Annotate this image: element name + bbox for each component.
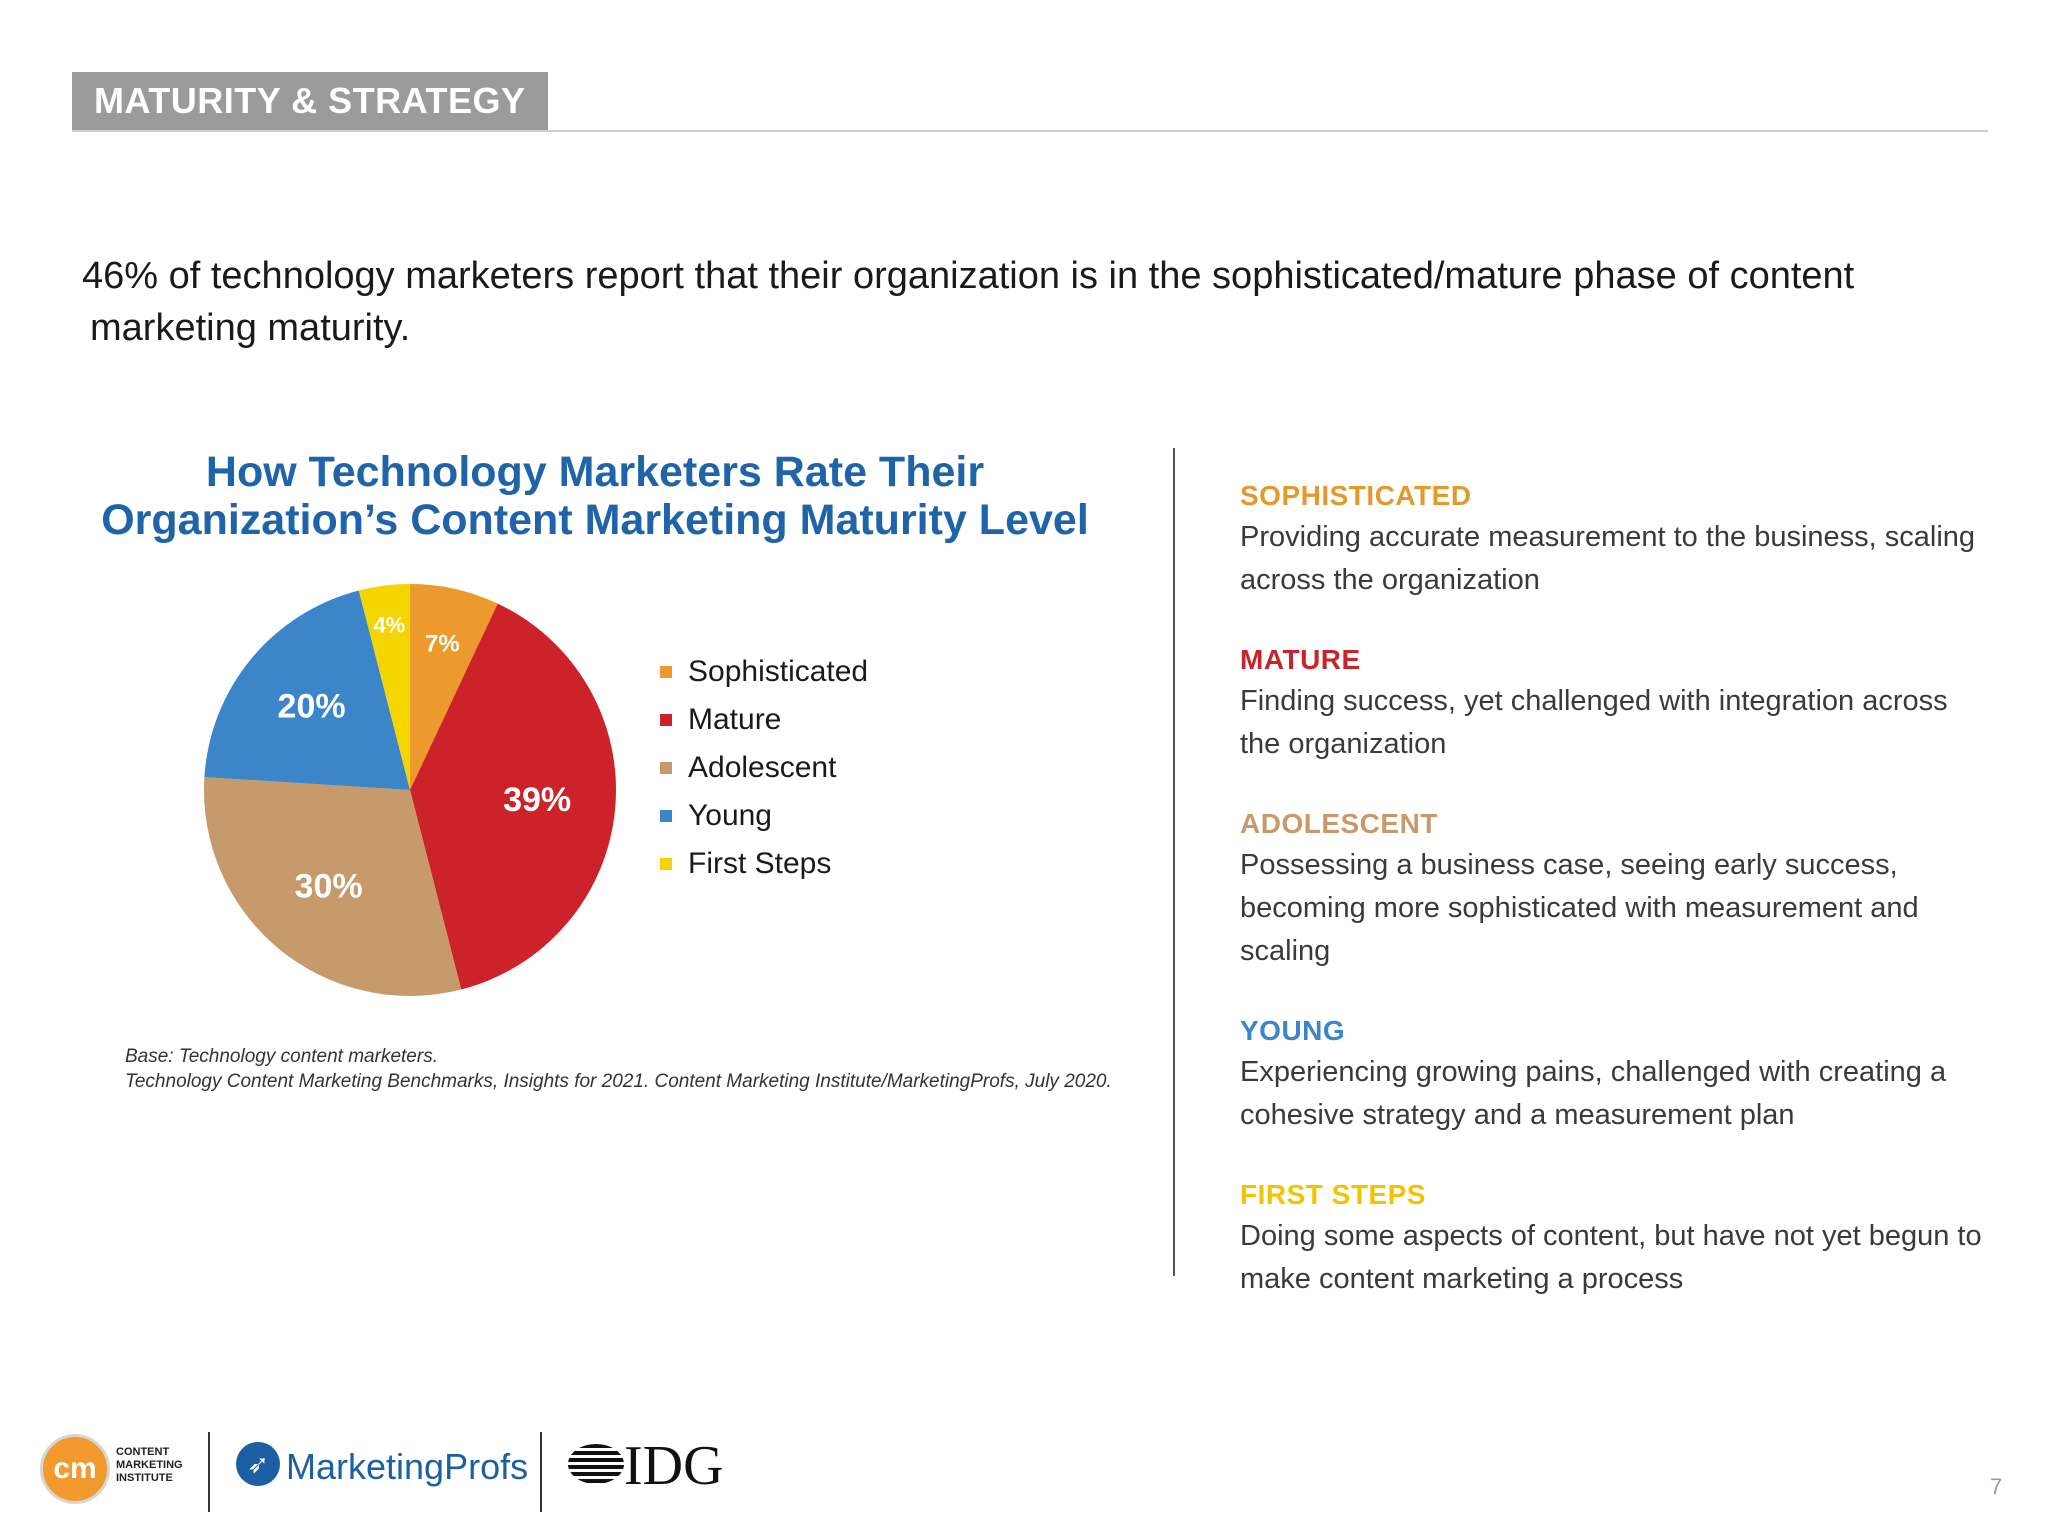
- definition-desc-line: make content marketing a process: [1240, 1263, 1684, 1295]
- definition-adolescent: ADOLESCENT Possessing a business case, s…: [1240, 804, 2000, 973]
- definition-desc-line: across the organization: [1240, 564, 1540, 596]
- definition-desc: Doing some aspects of content, but have …: [1240, 1215, 2000, 1301]
- striped-globe-icon: [568, 1444, 624, 1484]
- definition-desc-line: scaling: [1240, 935, 1331, 967]
- pie-slice-adolescent: [204, 777, 462, 996]
- section-label: MATURITY & STRATEGY: [72, 72, 548, 130]
- definition-first-steps: FIRST STEPS Doing some aspects of conten…: [1240, 1175, 2000, 1301]
- definition-desc-line: Providing accurate measurement to the bu…: [1240, 521, 1976, 553]
- definition-desc: Providing accurate measurement to the bu…: [1240, 516, 2000, 602]
- target-arrow-icon: ➶: [236, 1442, 280, 1486]
- cmi-logo: cm CONTENT MARKETING INSTITUTE: [40, 1430, 200, 1510]
- cmi-mark: cm: [40, 1434, 110, 1504]
- legend-label-mature: Mature: [688, 703, 782, 736]
- definition-young: YOUNG Experiencing growing pains, challe…: [1240, 1011, 2000, 1137]
- headline-line-2: marketing maturity.: [90, 307, 411, 349]
- definition-term: ADOLESCENT: [1240, 808, 1438, 839]
- definition-term: FIRST STEPS: [1240, 1179, 1426, 1210]
- legend-label-young: Young: [688, 799, 772, 832]
- definition-desc-line: Doing some aspects of content, but have …: [1240, 1220, 1982, 1252]
- idg-wordmark: IDG: [624, 1435, 724, 1497]
- idg-logo: IDG: [568, 1430, 758, 1510]
- marketingprofs-wordmark: MarketingProfs: [286, 1446, 529, 1487]
- definition-desc: Finding success, yet challenged with int…: [1240, 680, 2000, 766]
- definition-desc: Possessing a business case, seeing early…: [1240, 844, 2000, 973]
- definition-desc-line: Possessing a business case, seeing early…: [1240, 849, 1898, 881]
- legend-swatch-first-steps: [660, 858, 672, 870]
- legend-label-sophisticated: Sophisticated: [688, 655, 869, 688]
- pie-slice-first-steps: [358, 584, 410, 790]
- page-number: 7: [1990, 1474, 2003, 1499]
- definition-term: YOUNG: [1240, 1015, 1346, 1046]
- pie-slice-sophisticated: [410, 584, 498, 790]
- chart-title-line-1: How Technology Marketers Rate Their: [205, 448, 985, 496]
- legend-swatch-adolescent: [660, 762, 672, 774]
- definition-desc-line: cohesive strategy and a measurement plan: [1240, 1099, 1795, 1131]
- maturity-definitions: SOPHISTICATED Providing accurate measure…: [1240, 476, 2000, 1339]
- chart-title: How Technology Marketers Rate Their Orga…: [80, 448, 1110, 544]
- definition-desc-line: Finding success, yet challenged with int…: [1240, 685, 1948, 717]
- vertical-divider: [1173, 448, 1175, 1276]
- legend-item-adolescent: Adolescent: [660, 744, 868, 792]
- definition-desc: Experiencing growing pains, challenged w…: [1240, 1051, 2000, 1137]
- legend-label-first-steps: First Steps: [688, 847, 832, 880]
- pie-label-first-steps: 4%: [373, 612, 405, 637]
- definition-sophisticated: SOPHISTICATED Providing accurate measure…: [1240, 476, 2000, 602]
- pie-label-mature: 39%: [503, 781, 571, 819]
- legend-item-young: Young: [660, 792, 868, 840]
- pie-label-young: 20%: [278, 688, 346, 726]
- pie-slice-mature: [410, 603, 616, 990]
- pie-slice-young: [204, 590, 410, 790]
- legend-item-mature: Mature: [660, 696, 868, 744]
- pie-label-adolescent: 30%: [295, 867, 363, 905]
- cmi-text-line: INSTITUTE: [116, 1472, 173, 1484]
- legend-item-first-steps: First Steps: [660, 840, 868, 888]
- definition-desc-line: becoming more sophisticated with measure…: [1240, 892, 1919, 924]
- definition-desc-line: the organization: [1240, 728, 1447, 760]
- legend-swatch-young: [660, 810, 672, 822]
- definition-mature: MATURE Finding success, yet challenged w…: [1240, 640, 2000, 766]
- logo-divider: [540, 1432, 542, 1512]
- legend-swatch-mature: [660, 714, 672, 726]
- chart-source: Base: Technology content marketers. Tech…: [125, 1044, 1112, 1094]
- definition-term: SOPHISTICATED: [1240, 480, 1472, 511]
- definition-desc-line: Experiencing growing pains, challenged w…: [1240, 1056, 1947, 1088]
- marketingprofs-logo: ➶ MarketingProfs: [236, 1430, 566, 1510]
- legend-label-adolescent: Adolescent: [688, 751, 837, 784]
- headline: 46% of technology marketers report that …: [82, 250, 1855, 354]
- legend-swatch-sophisticated: [660, 666, 672, 678]
- chart-legend: Sophisticated Mature Adolescent Young Fi…: [660, 648, 868, 888]
- pie-chart: 7% 39% 30% 20% 4%: [204, 584, 616, 996]
- chart-title-line-2: Organization’s Content Marketing Maturit…: [101, 496, 1089, 544]
- header-rule: [72, 130, 1988, 132]
- headline-line-1: 46% of technology marketers report that …: [82, 255, 1855, 297]
- legend-item-sophisticated: Sophisticated: [660, 648, 868, 696]
- logo-divider: [208, 1432, 210, 1512]
- source-line-1: Base: Technology content marketers.: [125, 1046, 438, 1067]
- source-line-2: Technology Content Marketing Benchmarks,…: [125, 1071, 1112, 1092]
- cmi-text-line: CONTENT: [116, 1446, 170, 1458]
- definition-term: MATURE: [1240, 644, 1361, 675]
- cmi-wordmark: CONTENT MARKETING INSTITUTE: [116, 1446, 183, 1485]
- cmi-text-line: MARKETING: [116, 1459, 183, 1471]
- pie-label-sophisticated: 7%: [425, 631, 460, 658]
